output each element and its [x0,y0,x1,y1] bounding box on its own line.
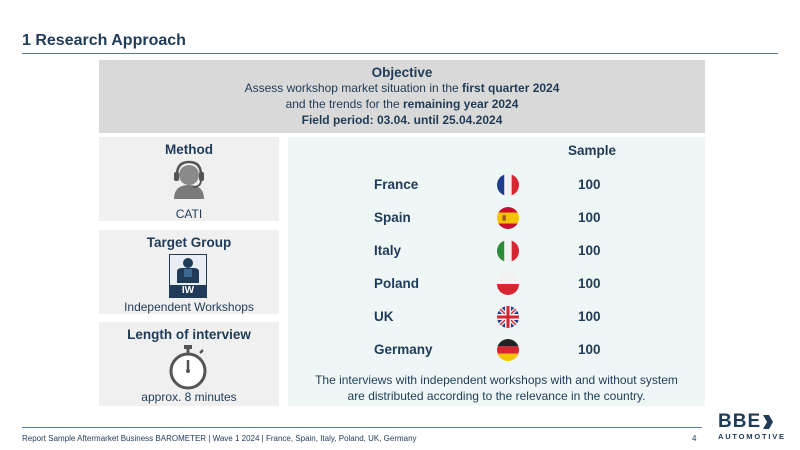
sample-size: 100 [578,309,601,324]
footer-divider [22,427,702,428]
objective-heading: Objective [371,65,433,80]
logo-brand: BBE [718,411,762,432]
sample-box: Sample France 100 Spain 100 Italy 100 Po… [288,137,705,406]
sample-size: 100 [578,342,601,357]
field-period: Field period: 03.04. until 25.04.2024 [301,113,503,127]
country-name: France [374,177,419,192]
sample-row: France 100 [288,173,705,197]
target-group-box: Target Group IW Independent Workshops [99,230,279,314]
sample-row: UK 100 [288,305,705,329]
uk-flag-icon [497,306,519,328]
method-heading: Method [165,142,213,157]
sample-note-line-2: are distributed according to the relevan… [347,389,646,403]
stopwatch-icon [169,345,207,390]
sample-size: 100 [578,276,601,291]
country-name: Spain [374,210,411,225]
logo-sub: AUTOMOTIVE [718,432,786,441]
sample-row: Italy 100 [288,239,705,263]
germany-flag-icon [497,339,519,361]
objective-line-1: Assess workshop market situation in the … [99,80,705,96]
length-heading: Length of interview [127,327,251,342]
target-group-heading: Target Group [146,235,232,250]
worker-icon: IW [169,254,207,298]
page-number: 4 [692,434,697,443]
title-divider [22,53,778,54]
logo-bracket-icon [763,415,774,429]
sample-row: Spain 100 [288,206,705,230]
length-value: approx. 8 minutes [141,390,237,404]
objective-line-2-bold: remaining year 2024 [403,97,519,111]
spain-flag-icon [497,207,519,229]
country-name: Poland [374,276,420,291]
country-name: UK [374,309,394,324]
sample-row: Poland 100 [288,272,705,296]
poland-flag-icon [497,273,519,295]
target-group-value: Independent Workshops [124,300,254,314]
country-name: Italy [374,243,402,258]
bbe-logo: BBE AUTOMOTIVE [718,411,786,441]
objective-line-1-text: Assess workshop market situation in the [244,81,463,95]
method-box: Method CATI [99,137,279,221]
objective-box: Objective Assess workshop market situati… [99,60,705,133]
headset-operator-icon [174,160,204,199]
objective-line-1-bold: first quarter 2024 [462,81,560,95]
sample-note: The interviews with independent workshop… [288,372,705,404]
footer-text: Report Sample Aftermarket Business BAROM… [22,434,417,443]
sample-note-line-1: The interviews with independent workshop… [315,373,678,387]
italy-flag-icon [497,240,519,262]
method-value: CATI [175,207,203,221]
objective-line-2: and the trends for the remaining year 20… [99,96,705,112]
sample-row: Germany 100 [288,338,705,362]
country-name: Germany [374,342,433,357]
length-box: Length of interview approx. 8 minutes [99,322,279,406]
sample-size: 100 [578,243,601,258]
sample-size: 100 [578,177,601,192]
page-title: 1 Research Approach [22,32,186,49]
sample-size: 100 [578,210,601,225]
objective-line-2-text: and the trends for the [285,97,403,111]
iw-badge: IW [170,285,206,297]
france-flag-icon [497,174,519,196]
sample-heading: Sample [568,143,617,158]
